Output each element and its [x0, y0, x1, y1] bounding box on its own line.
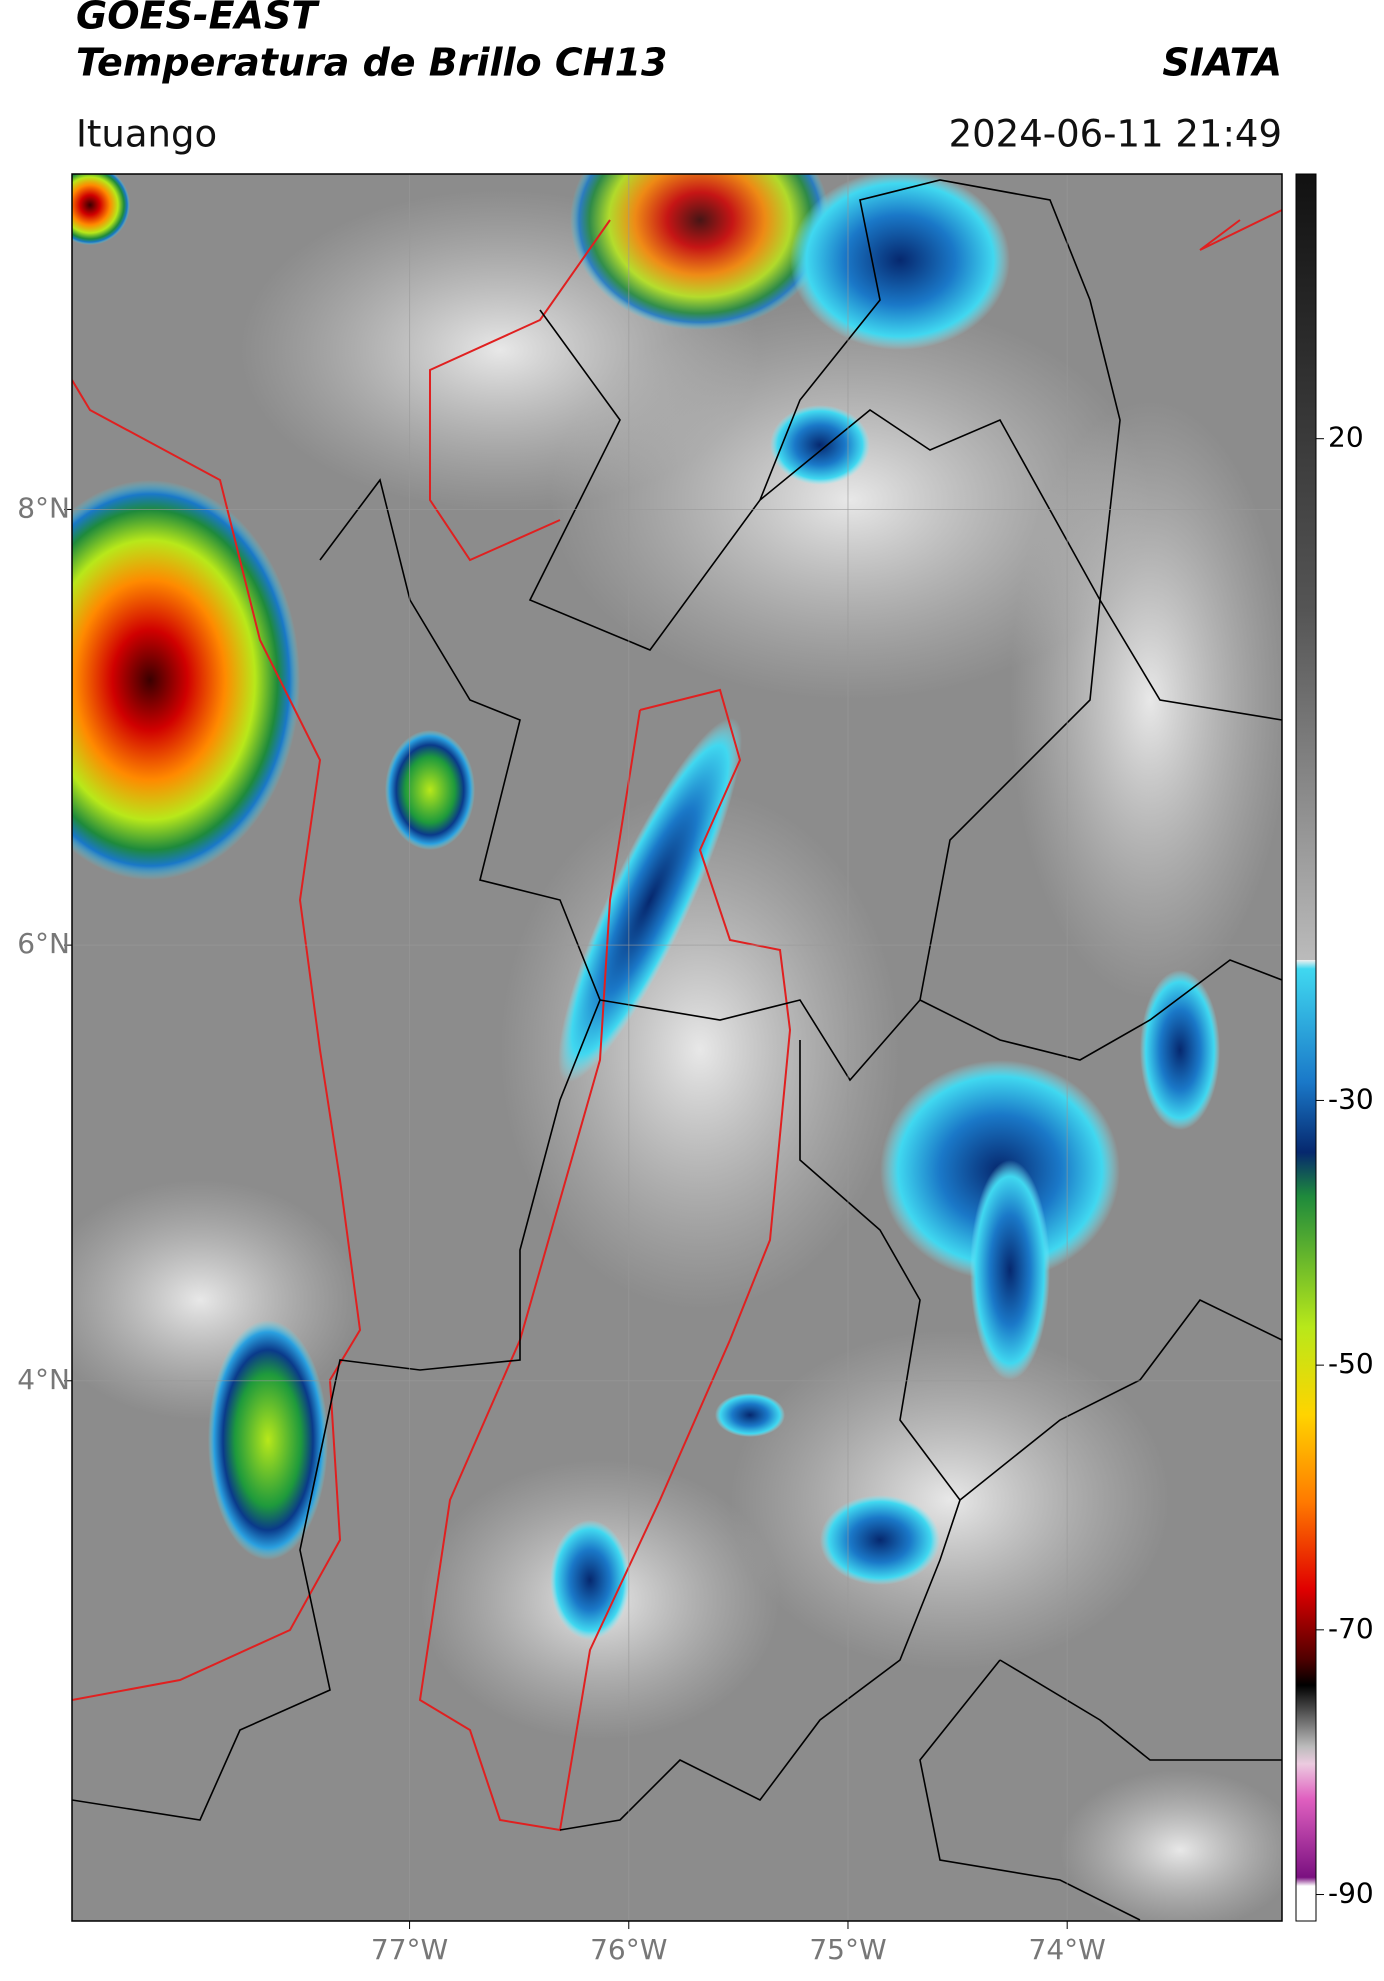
y-tick-label: 6°N	[17, 927, 70, 960]
y-tick-label: 4°N	[17, 1363, 70, 1396]
x-tick-label: 76°W	[590, 1933, 667, 1966]
x-tick-label: 77°W	[371, 1933, 448, 1966]
x-tick-label: 74°W	[1029, 1933, 1106, 1966]
colorbar-tick-label: 20	[1328, 421, 1364, 454]
datetime: 2024-06-11 21:49	[949, 113, 1282, 156]
map-frame	[71, 173, 1283, 1922]
satellite-image	[72, 174, 1282, 1921]
location: Ituango	[76, 113, 217, 156]
colorbar-tick-label: -90	[1328, 1877, 1374, 1910]
colorbar-tick-label: -50	[1328, 1347, 1374, 1380]
colorbar-tick-label: -30	[1328, 1082, 1374, 1115]
y-tick-label: 8°N	[17, 491, 70, 524]
title: GOES-EAST	[76, 0, 320, 38]
source: SIATA	[1162, 41, 1282, 85]
graticule: 77°W 76°W 75°W 74°W 8°N 6°N 4°N	[17, 174, 1282, 1966]
colorbar-ticks: 20 -30 -50 -70 -90	[1316, 421, 1374, 1910]
x-tick-label: 75°W	[809, 1933, 886, 1966]
subtitle: Temperatura de Brillo CH13	[76, 41, 667, 85]
colorbar-tick-label: -70	[1328, 1612, 1374, 1645]
colorbar	[1295, 173, 1317, 1922]
